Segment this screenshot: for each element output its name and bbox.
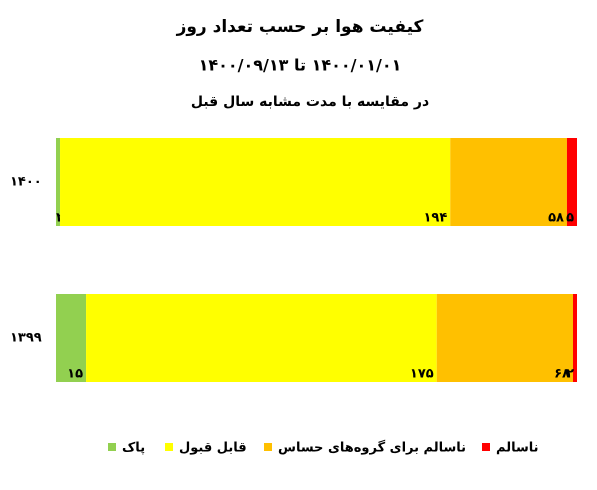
- bar-segment: [56, 138, 61, 226]
- value-label: ۱۹۴: [423, 211, 447, 226]
- annotation: در مقایسه با مدت مشابه سال قبل: [191, 94, 429, 110]
- legend-label: ناسالم: [496, 441, 539, 456]
- legend-swatch: [108, 443, 116, 451]
- bar-segment: [436, 294, 573, 382]
- bar-segment: [566, 138, 577, 226]
- bar-segment: [86, 294, 437, 382]
- legend-swatch: [482, 443, 490, 451]
- legend-label: پاک: [122, 441, 145, 456]
- y-tick-label: ۱۳۹۹: [10, 331, 42, 346]
- value-label: ۵: [566, 211, 574, 226]
- bar-segment: [450, 138, 567, 226]
- value-label: ۵۸: [548, 211, 564, 226]
- y-tick-label: ۱۴۰۰: [10, 175, 42, 190]
- legend-swatch: [264, 443, 272, 451]
- bar-segment: [60, 138, 451, 226]
- chart-title: کیفیت هوا بر حسب تعداد روز: [176, 17, 424, 37]
- bar-segment: [572, 294, 577, 382]
- bar-segment: [56, 294, 87, 382]
- value-label: ۲: [566, 367, 574, 382]
- value-label: ۱۷۵: [410, 367, 434, 382]
- legend-swatch: [165, 443, 173, 451]
- value-label: ۶۸: [554, 367, 570, 382]
- legend-label: قابل قبول: [179, 441, 247, 456]
- value-label: ۱۵: [67, 367, 83, 382]
- legend-label: ناسالم برای گروه‌های حساس: [278, 440, 466, 456]
- chart-subtitle: ۱۴۰۰/۰۱/۰۱ تا ۱۴۰۰/۰۹/۱۳: [199, 56, 402, 75]
